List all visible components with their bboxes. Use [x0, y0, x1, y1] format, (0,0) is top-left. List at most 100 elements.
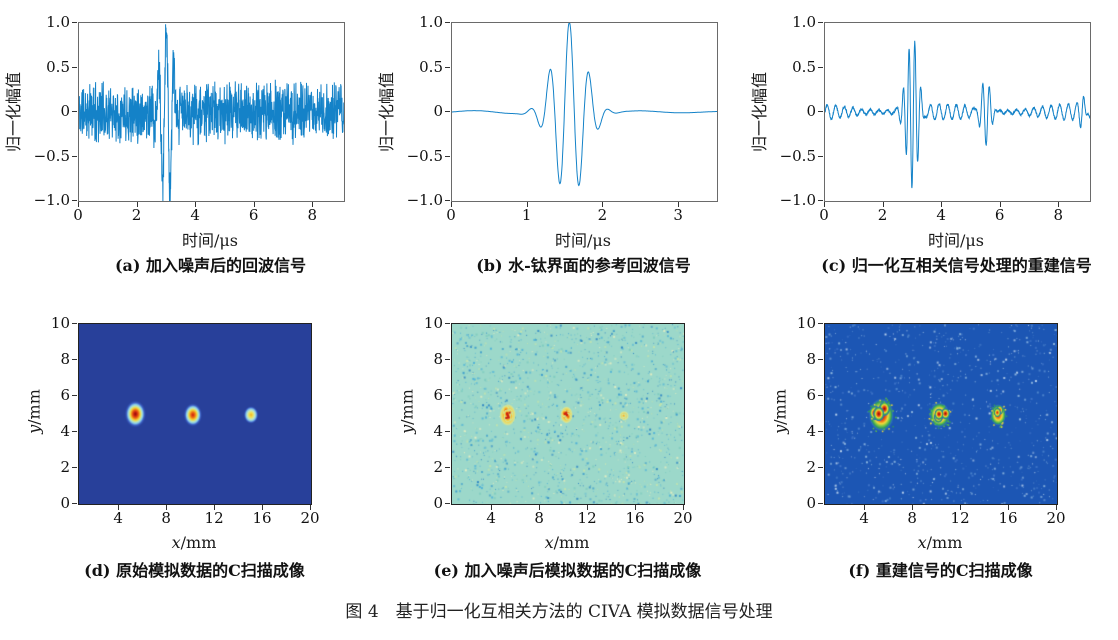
subplot-caption-d: (d) 原始模拟数据的C扫描成像 [84, 561, 305, 580]
x-tick-label: 8 [161, 509, 171, 527]
y-tick-mark [445, 200, 450, 201]
x-tick-label: 4 [859, 509, 869, 527]
subplot-f: y/mm x/mm (f) 重建信号的C扫描成像 4 8 12 16 20 0 2 4 6 8 10 [746, 288, 1118, 588]
y-tick-label: 0 [433, 102, 443, 120]
x-axis-label: x/mm [917, 533, 963, 552]
y-tick-mark [72, 66, 77, 68]
x-tick-mark [941, 202, 943, 207]
waveform-b [452, 23, 717, 187]
x-tick-label: 12 [950, 509, 970, 527]
x-tick-label: 8 [1053, 206, 1064, 224]
x-axis-label: 时间/μs [181, 231, 238, 250]
x-tick-label: 2 [597, 206, 608, 224]
x-tick-mark [491, 505, 493, 510]
y-tick-label: 4 [60, 422, 70, 440]
x-tick-label: 4 [936, 206, 946, 224]
x-tick-mark [678, 202, 680, 207]
x-tick-mark [118, 505, 120, 510]
x-tick-label: 0 [819, 206, 829, 224]
x-tick-mark [635, 505, 637, 510]
plot-area-f [824, 323, 1058, 505]
subplot-caption-b: (b) 水-钛界面的参考回波信号 [476, 256, 691, 275]
x-tick-mark [1056, 505, 1057, 510]
y-tick-label: 2 [60, 458, 70, 476]
y-tick-mark [445, 467, 450, 468]
y-tick-label: −1.0 [779, 191, 816, 209]
cscan-image-e [452, 324, 684, 504]
y-tick-label: 2 [806, 458, 816, 476]
y-tick-mark [445, 66, 450, 68]
plot-area-a [78, 22, 345, 202]
y-tick-label: 0 [806, 102, 816, 120]
y-tick-mark [445, 155, 450, 157]
x-tick-label: 20 [1046, 509, 1066, 527]
x-tick-label: 16 [998, 509, 1018, 527]
x-tick-label: 12 [577, 509, 597, 527]
y-tick-label: 10 [50, 314, 70, 332]
plot-area-e [451, 323, 685, 505]
plot-area-b [451, 22, 718, 202]
x-tick-label: 4 [486, 509, 496, 527]
subplot-b: 归一化幅值 时间/μs (b) 水-钛界面的参考回波信号 0 1 2 3 1.0 0.5 0… [373, 0, 746, 300]
y-tick-label: 1.0 [419, 13, 443, 31]
x-tick-mark [312, 202, 314, 207]
y-tick-label: 8 [806, 350, 816, 368]
y-tick-mark [72, 431, 77, 432]
subplot-caption-c: (c) 归一化互相关信号处理的重建信号 [821, 256, 1092, 275]
y-tick-label: −0.5 [406, 146, 443, 165]
y-tick-label: 4 [806, 422, 816, 440]
x-tick-label: 12 [204, 509, 224, 527]
y-tick-label: −0.5 [779, 146, 816, 165]
y-tick-mark [72, 467, 77, 468]
x-tick-mark [999, 202, 1001, 207]
y-tick-mark [818, 22, 823, 23]
y-tick-mark [445, 111, 450, 112]
y-tick-mark [818, 467, 823, 468]
subplot-caption-e: (e) 加入噪声后模拟数据的C扫描成像 [433, 561, 702, 580]
y-tick-mark [818, 359, 823, 360]
x-axis-label: x/mm [544, 533, 590, 552]
y-tick-label: 0 [60, 494, 70, 512]
x-tick-label: 8 [907, 509, 917, 527]
x-tick-mark [539, 505, 541, 510]
x-tick-label: 6 [994, 206, 1005, 224]
y-tick-label: 0 [60, 102, 70, 120]
x-tick-label: 8 [534, 509, 544, 527]
y-tick-mark [445, 503, 450, 504]
x-tick-label: 6 [248, 206, 259, 224]
x-tick-mark [864, 505, 866, 510]
y-tick-mark [72, 111, 77, 112]
subplot-e: y/mm x/mm (e) 加入噪声后模拟数据的C扫描成像 4 8 12 16 20 0 2… [373, 288, 746, 588]
y-tick-mark [818, 323, 823, 324]
y-tick-label: 10 [796, 314, 816, 332]
x-tick-label: 16 [252, 509, 272, 527]
y-tick-mark [72, 200, 77, 201]
y-tick-mark [818, 503, 823, 504]
y-tick-label: 8 [60, 350, 70, 368]
x-tick-mark [310, 505, 311, 510]
y-tick-label: 1.0 [46, 13, 70, 31]
x-tick-label: 20 [673, 509, 693, 527]
y-tick-mark [818, 111, 823, 112]
y-tick-mark [72, 395, 77, 396]
x-tick-label: 4 [113, 509, 123, 527]
y-tick-label: 0.5 [46, 57, 70, 76]
x-tick-label: 16 [625, 509, 645, 527]
y-tick-mark [72, 503, 77, 504]
y-tick-label: 0.5 [419, 57, 443, 76]
y-tick-mark [818, 395, 823, 396]
y-tick-mark [72, 323, 77, 324]
y-tick-mark [818, 200, 823, 201]
x-tick-mark [882, 202, 884, 207]
x-tick-mark [1058, 202, 1060, 207]
x-tick-label: 1 [521, 206, 532, 224]
x-tick-mark [214, 505, 216, 510]
y-tick-mark [445, 22, 450, 23]
plot-area-c [824, 22, 1091, 202]
x-tick-label: 2 [877, 206, 888, 224]
y-tick-mark [445, 395, 450, 396]
x-axis-label: x/mm [171, 533, 217, 552]
x-tick-mark [262, 505, 264, 510]
subplot-caption-a: (a) 加入噪声后的回波信号 [114, 256, 307, 275]
